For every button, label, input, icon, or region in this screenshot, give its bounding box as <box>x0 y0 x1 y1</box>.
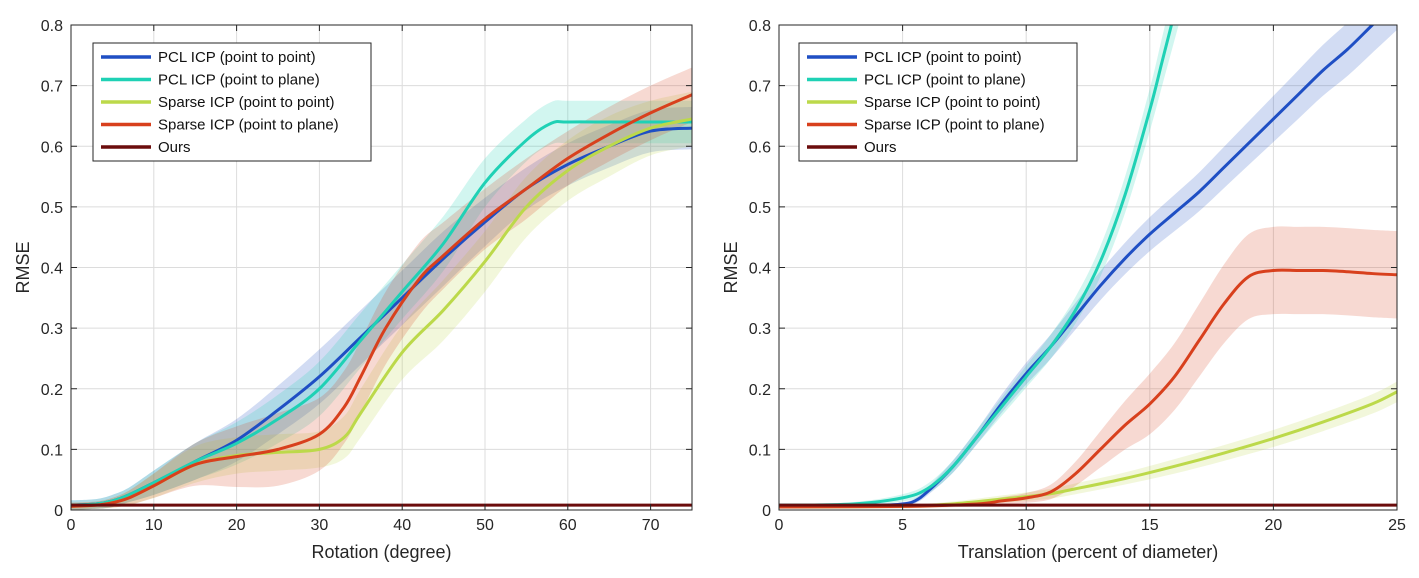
series-band-3 <box>779 226 1397 509</box>
translation-rmse-chart: 0 5 10 15 20 25 0 0.1 0.2 0.3 0.4 0.5 0.6 0.7 0.8 Trans… <box>721 18 1406 562</box>
y-axis-label: RMSE <box>13 241 33 293</box>
y-axis-label: RMSE <box>721 241 741 293</box>
legend-label: PCL ICP (point to plane) <box>864 72 1026 89</box>
plot-area <box>71 67 692 510</box>
series-band-0 <box>779 25 1397 507</box>
y-tick-label: 0.7 <box>749 79 771 96</box>
y-tick-label: 0 <box>762 503 771 520</box>
legend-label: Sparse ICP (point to plane) <box>158 117 339 134</box>
x-tick-label: 40 <box>393 517 411 534</box>
legend-label: PCL ICP (point to point) <box>864 49 1022 66</box>
series-line-1 <box>71 120 692 507</box>
legend-label: Sparse ICP (point to plane) <box>864 117 1045 134</box>
y-tick-label: 0.2 <box>749 382 771 399</box>
series-band-0 <box>71 106 692 510</box>
y-tick-label: 0 <box>54 503 63 520</box>
x-tick-label: 10 <box>145 517 163 534</box>
legend-label: PCL ICP (point to plane) <box>158 72 320 89</box>
y-tick-label: 0.6 <box>749 139 771 156</box>
y-tick-label: 0.8 <box>41 18 63 35</box>
ticks: 0 10 20 30 40 50 60 70 0 0.1 0.2 0.3 0.4 0.5 0.6 0.7 0.8 <box>41 18 692 534</box>
x-tick-label: 0 <box>775 517 784 534</box>
series-band-1 <box>71 100 692 510</box>
x-tick-label: 70 <box>642 517 660 534</box>
series-line-1 <box>779 25 1173 507</box>
series-band-3 <box>71 67 692 510</box>
y-tick-label: 0.1 <box>41 442 63 459</box>
y-tick-label: 0.8 <box>749 18 771 35</box>
x-tick-label: 60 <box>559 517 577 534</box>
y-tick-label: 0.5 <box>749 200 771 217</box>
x-tick-label: 0 <box>67 517 76 534</box>
series-line-0 <box>779 25 1375 507</box>
rotation-rmse-chart: 0 10 20 30 40 50 60 70 0 0.1 0.2 0.3 0.4 0.5 0.6 0.7 0.8… <box>13 18 693 562</box>
x-tick-label: 15 <box>1141 517 1159 534</box>
legend-label: Sparse ICP (point to point) <box>158 94 334 111</box>
y-tick-label: 0.3 <box>41 321 63 338</box>
plot-area <box>779 25 1397 509</box>
x-tick-label: 10 <box>1017 517 1035 534</box>
y-tick-label: 0.5 <box>41 200 63 217</box>
x-tick-label: 5 <box>898 517 907 534</box>
y-tick-label: 0.3 <box>749 321 771 338</box>
legend: PCL ICP (point to point) PCL ICP (point t… <box>798 42 1078 162</box>
x-tick-label: 20 <box>228 517 246 534</box>
y-tick-label: 0.7 <box>41 79 63 96</box>
legend-label: Ours <box>864 139 897 156</box>
x-tick-label: 20 <box>1265 517 1283 534</box>
legend-label: Sparse ICP (point to point) <box>864 94 1040 111</box>
series-line-3 <box>779 268 1397 509</box>
x-tick-label: 30 <box>311 517 329 534</box>
x-axis-label: Rotation (degree) <box>311 542 451 562</box>
y-tick-label: 0.6 <box>41 139 63 156</box>
y-tick-label: 0.4 <box>41 261 63 278</box>
y-tick-label: 0.4 <box>749 261 771 278</box>
y-tick-label: 0.2 <box>41 382 63 399</box>
x-tick-label: 50 <box>476 517 494 534</box>
ticks: 0 5 10 15 20 25 0 0.1 0.2 0.3 0.4 0.5 0.6 0.7 0.8 <box>749 18 1406 534</box>
y-tick-label: 0.1 <box>749 442 771 459</box>
series-line-3 <box>71 93 692 508</box>
legend: PCL ICP (point to point) PCL ICP (point t… <box>92 42 372 162</box>
x-axis-label: Translation (percent of diameter) <box>958 542 1218 562</box>
x-tick-label: 25 <box>1388 517 1406 534</box>
legend-label: Ours <box>158 139 191 156</box>
series-band-2 <box>779 381 1397 509</box>
legend-label: PCL ICP (point to point) <box>158 49 316 66</box>
